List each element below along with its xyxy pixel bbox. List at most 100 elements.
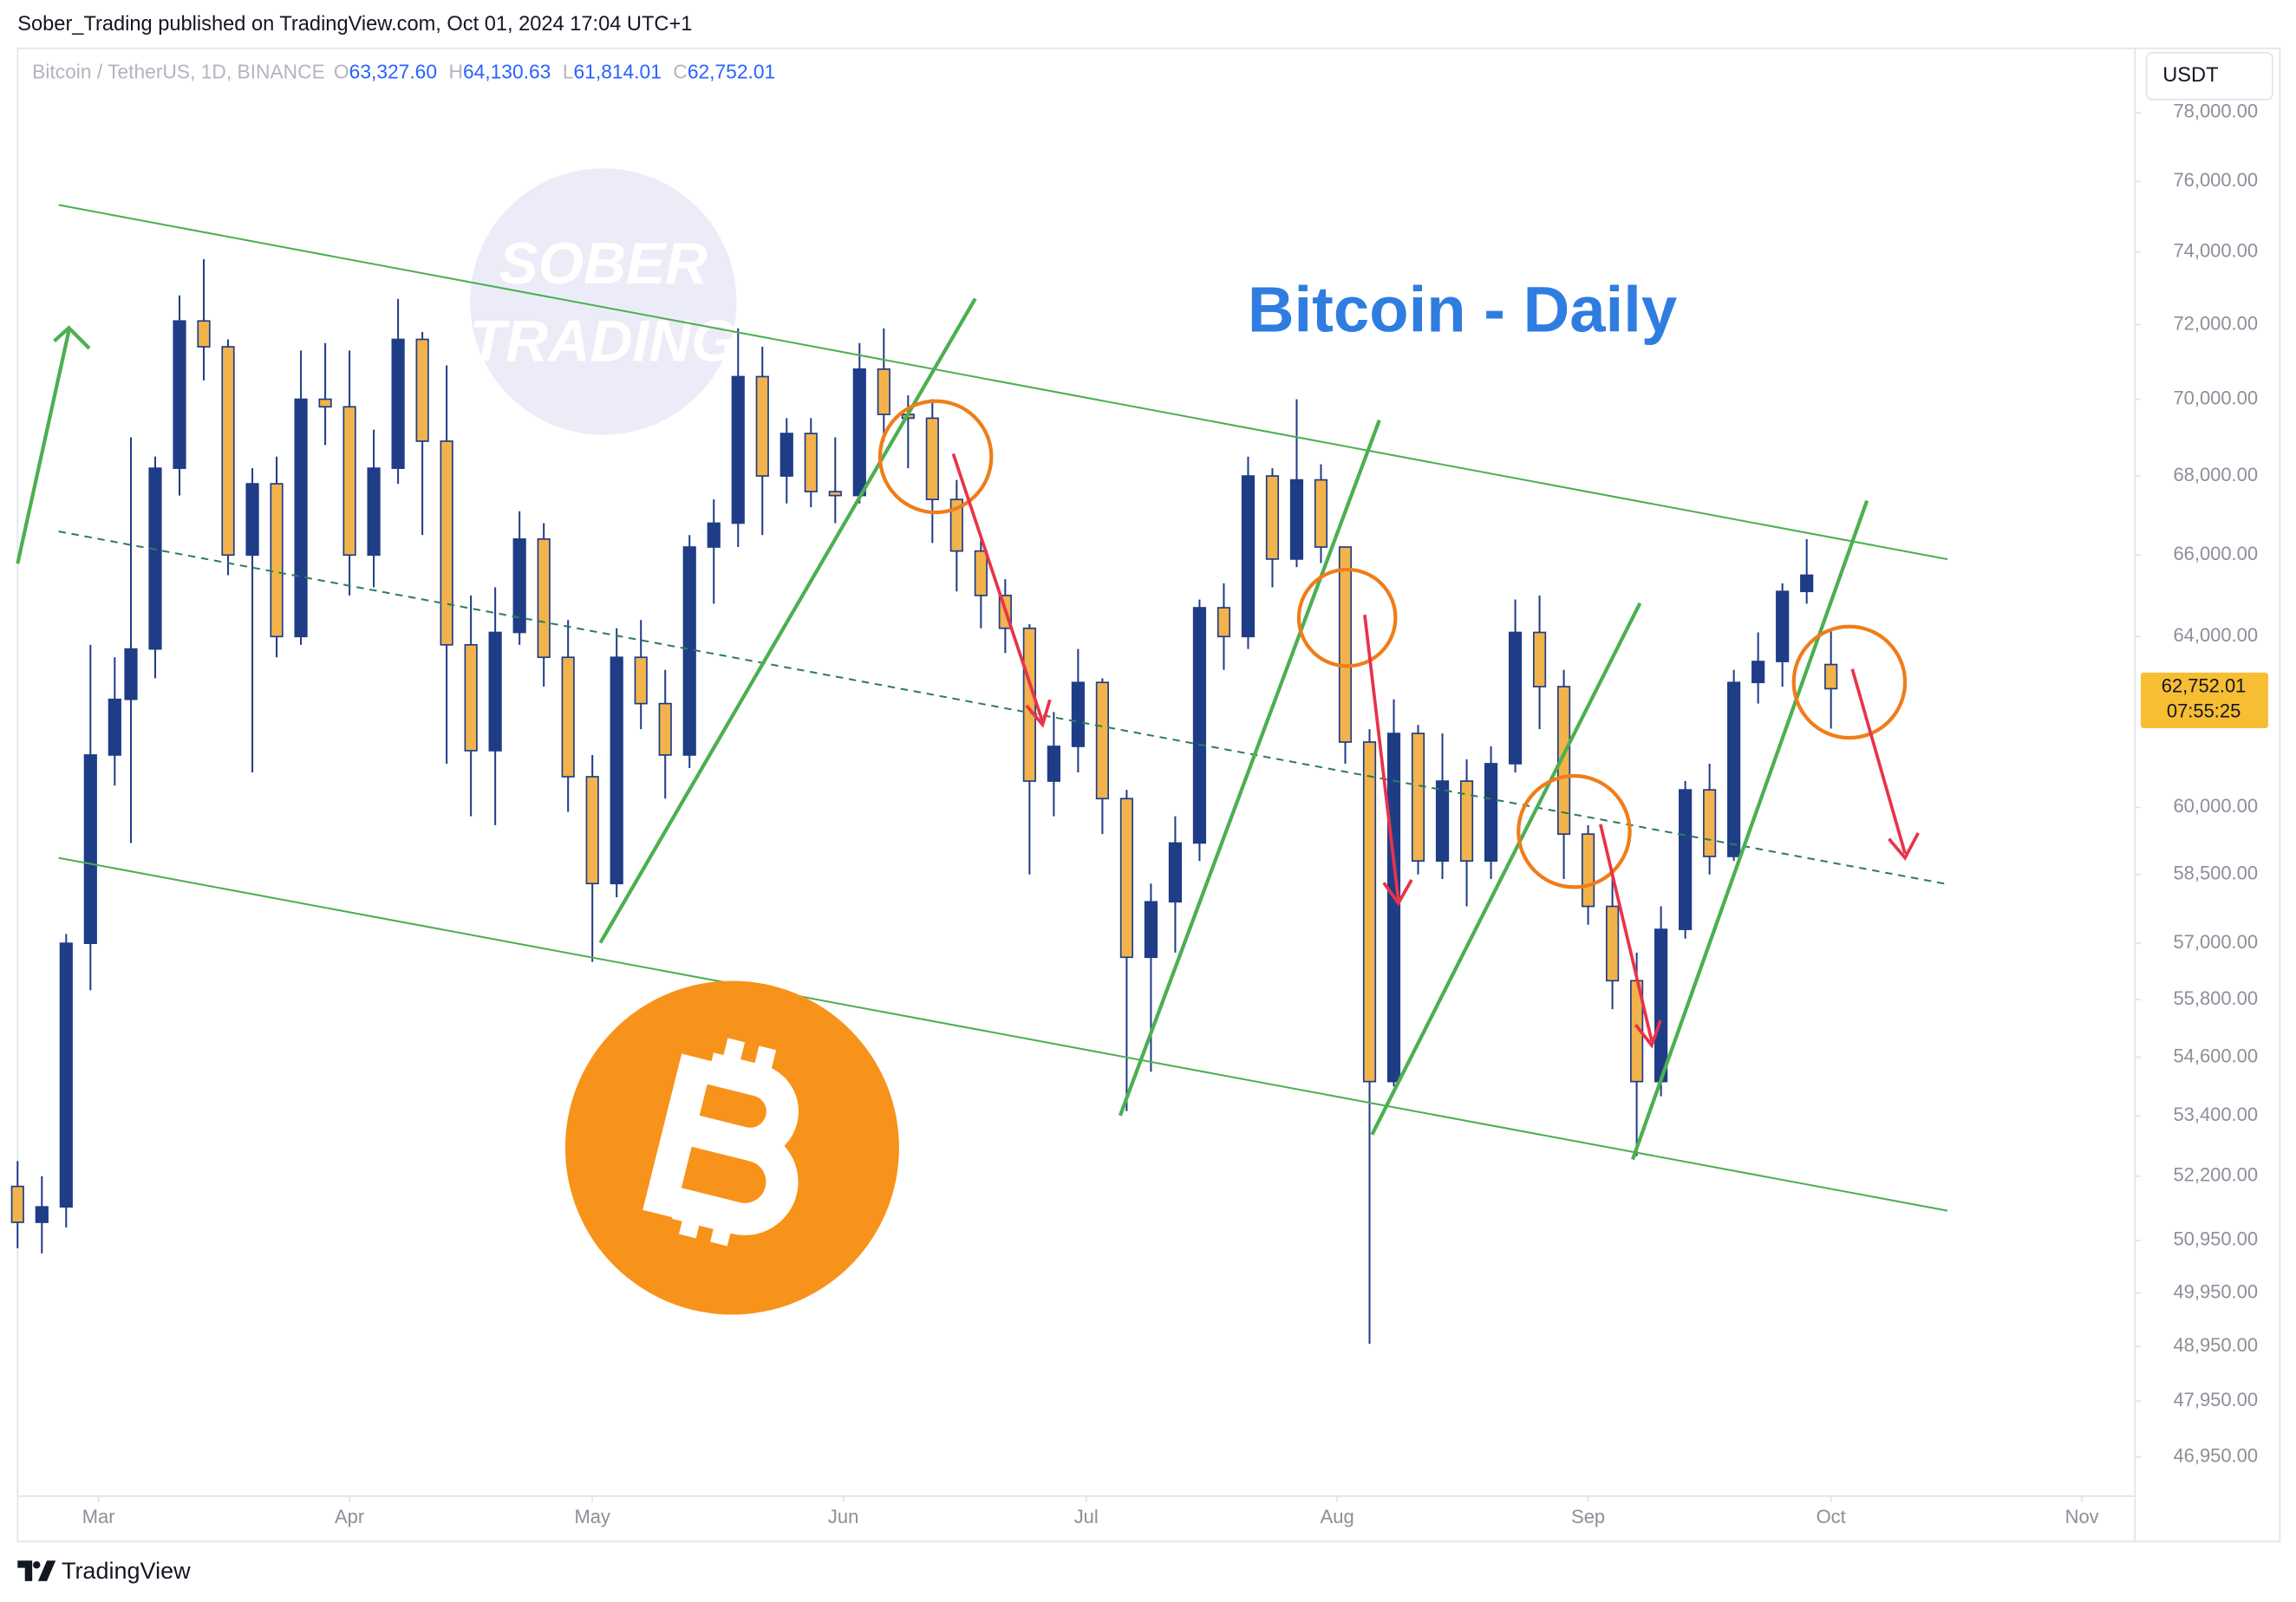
candle-body bbox=[804, 433, 818, 492]
currency-box[interactable] bbox=[2145, 51, 2273, 101]
candle-body bbox=[1216, 607, 1231, 638]
candle-body bbox=[877, 368, 890, 415]
y-tick-label: 72,000.00 bbox=[2173, 312, 2258, 334]
candle-body bbox=[1532, 631, 1547, 687]
y-tick-label: 53,400.00 bbox=[2173, 1104, 2258, 1125]
x-tick-label: Apr bbox=[335, 1506, 364, 1527]
candle-body bbox=[1144, 901, 1158, 959]
x-tick-label: Aug bbox=[1321, 1506, 1354, 1527]
candle-body bbox=[1289, 479, 1304, 560]
candle-body bbox=[1095, 681, 1109, 800]
candle-body bbox=[755, 375, 769, 477]
y-tick-label: 76,000.00 bbox=[2173, 169, 2258, 191]
tv-logo bbox=[17, 1560, 56, 1581]
candle-body bbox=[391, 338, 405, 469]
x-tick-label: Oct bbox=[1817, 1506, 1846, 1527]
candle-body bbox=[1776, 590, 1790, 662]
candle-body bbox=[1556, 686, 1571, 835]
channel-upper bbox=[58, 204, 1948, 561]
watermark-text: TRADING bbox=[470, 309, 737, 374]
ohlc-key: O bbox=[334, 60, 349, 82]
candle-body bbox=[108, 698, 121, 756]
publisher: Sober_Trading published on TradingView.c… bbox=[17, 13, 692, 36]
bitcoin-b bbox=[642, 1052, 799, 1235]
watermark-circle bbox=[470, 168, 737, 435]
candle-body bbox=[949, 498, 963, 552]
y-tick-label: 74,000.00 bbox=[2173, 240, 2258, 262]
candle-body bbox=[440, 440, 453, 646]
tv-dot bbox=[33, 1561, 41, 1569]
candle-body bbox=[585, 776, 599, 885]
candle-body bbox=[1362, 741, 1377, 1083]
candle-body bbox=[1168, 842, 1183, 903]
candle-body bbox=[318, 398, 332, 408]
candle-body bbox=[415, 338, 429, 442]
ohlc-value: 64,130.63 bbox=[463, 60, 551, 82]
channel-mid bbox=[58, 531, 1948, 886]
trend-line bbox=[1370, 602, 1642, 1136]
candle-body bbox=[610, 656, 623, 885]
highlight-circle bbox=[877, 399, 994, 515]
y-tick-label: 68,000.00 bbox=[2173, 464, 2258, 485]
y-tick-label: 64,000.00 bbox=[2173, 624, 2258, 646]
candle-body bbox=[1411, 733, 1425, 862]
y-tick-label: 55,800.00 bbox=[2173, 987, 2258, 1009]
x-tick-label: Sep bbox=[1571, 1506, 1605, 1527]
y-tick-label: 66,000.00 bbox=[2173, 543, 2258, 564]
candle-body bbox=[342, 406, 356, 557]
highlight-circle bbox=[1517, 773, 1632, 889]
channel-lower bbox=[58, 856, 1948, 1212]
x-tick-label: Jul bbox=[1074, 1506, 1099, 1527]
candle-body bbox=[488, 631, 502, 752]
candle-body bbox=[731, 375, 745, 524]
candle-body bbox=[974, 550, 988, 596]
candle-body bbox=[148, 467, 162, 650]
highlight-circle bbox=[1296, 567, 1398, 668]
y-tick-label: 50,950.00 bbox=[2173, 1228, 2258, 1250]
bitcoin-ticks bbox=[679, 1038, 777, 1247]
y-tick-label: 47,950.00 bbox=[2173, 1389, 2258, 1410]
x-tick-label: Jun bbox=[828, 1506, 858, 1527]
candle-body bbox=[173, 320, 186, 469]
candle-body bbox=[1824, 663, 1838, 690]
candle-body bbox=[658, 702, 672, 756]
y-tick-label: 52,200.00 bbox=[2173, 1164, 2258, 1186]
arrow-down bbox=[951, 453, 1052, 728]
candle-body bbox=[1679, 789, 1693, 930]
candle-body bbox=[1727, 681, 1741, 857]
x-tick-label: May bbox=[574, 1506, 610, 1527]
candle-body bbox=[634, 656, 648, 705]
tv-mark bbox=[17, 1560, 56, 1581]
y-tick-label: 70,000.00 bbox=[2173, 387, 2258, 408]
drawings bbox=[16, 204, 1948, 1212]
candle-body bbox=[464, 643, 478, 752]
ohlc-key: L bbox=[563, 60, 574, 82]
candle-body bbox=[1314, 479, 1328, 548]
candle-body bbox=[197, 320, 211, 348]
candle-body bbox=[537, 537, 551, 659]
y-tick-label: 58,500.00 bbox=[2173, 863, 2258, 884]
trend-line bbox=[1630, 499, 1869, 1161]
candle-body bbox=[925, 417, 939, 500]
symbol: Bitcoin / TetherUS, 1D, BINANCE bbox=[32, 60, 325, 82]
candle-body bbox=[367, 467, 381, 557]
candle-body bbox=[1800, 574, 1814, 593]
footer: TradingView bbox=[62, 1558, 191, 1584]
chart-frame bbox=[16, 47, 2281, 1543]
y-tick-label: 46,950.00 bbox=[2173, 1444, 2258, 1466]
candle-body bbox=[221, 346, 235, 557]
ohlc-value: 63,327.60 bbox=[349, 60, 437, 82]
candle-body bbox=[1241, 475, 1256, 638]
ohlc-key: H bbox=[449, 60, 463, 82]
candle-body bbox=[1435, 780, 1450, 862]
candle-body bbox=[1192, 607, 1207, 844]
ohlc-key: C bbox=[673, 60, 687, 82]
candle-body bbox=[1654, 928, 1668, 1083]
ohlc-value: 61,814.01 bbox=[574, 60, 662, 82]
candle-body bbox=[1119, 798, 1134, 959]
trend-line bbox=[1118, 419, 1381, 1117]
candle-body bbox=[1508, 631, 1523, 765]
currency[interactable]: USDT bbox=[2162, 64, 2218, 87]
candle-body bbox=[270, 483, 284, 638]
